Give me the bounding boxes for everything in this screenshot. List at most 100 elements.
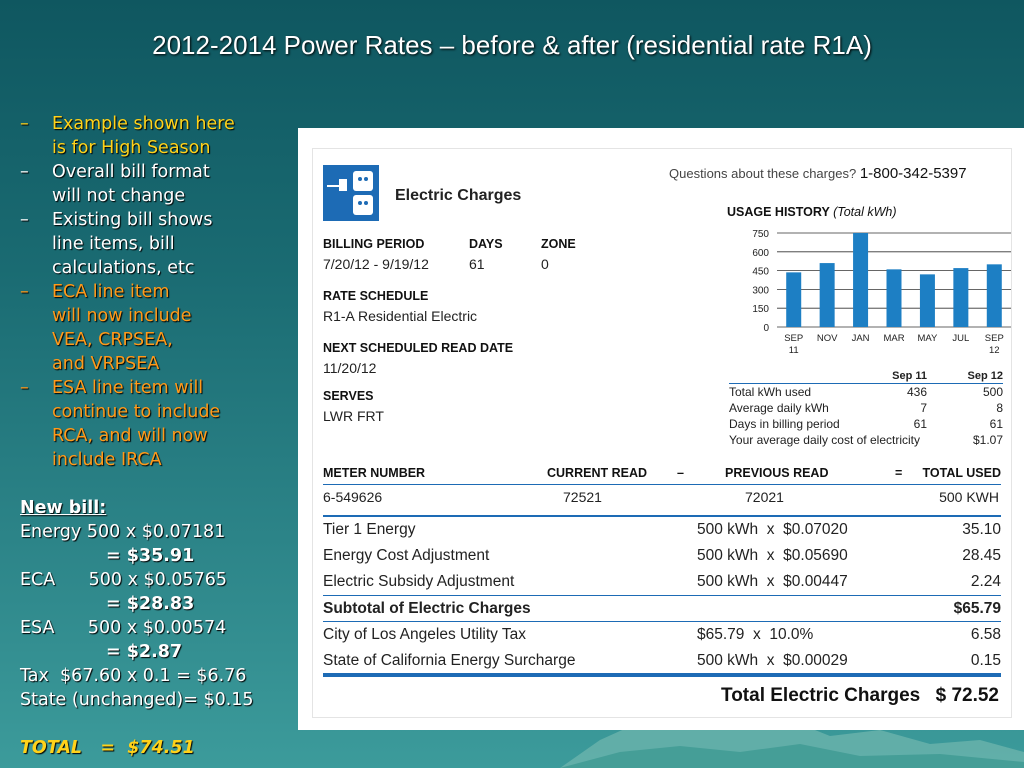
stats-cell-b: 500 <box>982 385 1003 399</box>
x-tick-label: 11 <box>789 345 799 356</box>
charge-line-item-rate: 500 kWh x $0.00447 <box>697 573 848 590</box>
charge-line-item-desc: Energy Cost Adjustment <box>323 547 490 564</box>
bullet-dash: – <box>20 378 29 398</box>
rate-schedule-value: R1-A Residential Electric <box>323 308 478 324</box>
tax-line-item-desc: State of California Energy Surcharge <box>323 652 576 669</box>
stats-col-sep11: Sep 11 <box>892 370 927 382</box>
new-bill-heading: New bill: <box>20 498 107 518</box>
x-tick-label: MAR <box>883 333 904 344</box>
charges-table: Tier 1 Energy 500 kWh x $0.07020 35.10 Ener… <box>323 515 1001 674</box>
x-tick-label: 12 <box>989 345 1000 356</box>
phone-number: 1-800-342-5397 <box>859 165 967 182</box>
subtotal-row-desc: Subtotal of Electric Charges <box>323 600 531 617</box>
total-used-header: TOTAL USED <box>922 466 1001 480</box>
bullet-line: Overall bill format <box>52 162 210 182</box>
total-used-value: 500 KWH <box>939 489 999 505</box>
stats-cell-label: Your average daily cost of electricity <box>729 433 920 447</box>
next-read-label: NEXT SCHEDULED READ DATE <box>323 341 514 355</box>
bullet-dash: – <box>20 114 29 134</box>
mountains-decoration <box>560 714 1024 768</box>
stats-cell-b: 8 <box>996 401 1003 415</box>
y-tick-label: 750 <box>752 229 769 240</box>
left-notes: – Example shown here is for High Season – Ov… <box>20 112 300 760</box>
bullet-line: will now include <box>52 306 192 326</box>
bullet-line: ECA line item <box>52 282 170 302</box>
previous-read-value: 72021 <box>745 489 784 505</box>
bullet-line: VEA, CRPSEA, <box>52 330 173 350</box>
rate-schedule-label: RATE SCHEDULE <box>323 289 429 303</box>
total-amount: $ 72.52 <box>935 685 999 706</box>
bill-image-frame: Electric Charges Questions about these c… <box>298 128 1024 730</box>
previous-read-header: PREVIOUS READ <box>725 466 829 480</box>
bullet-line: ESA line item will <box>52 378 204 398</box>
y-tick-label: 0 <box>763 323 769 334</box>
usage-title-text: USAGE HISTORY <box>727 205 830 219</box>
bullet-dash: – <box>20 282 29 302</box>
tax-line-item-rate: 500 kWh x $0.00029 <box>697 652 848 669</box>
usage-history-title: USAGE HISTORY (Total kWh) <box>727 205 897 219</box>
charge-line-item-rate: 500 kWh x $0.05690 <box>697 547 848 564</box>
subtotal-row-amount: $65.79 <box>953 600 1001 617</box>
usage-bar <box>853 233 869 327</box>
bullet-line: calculations, etc <box>52 258 195 278</box>
energy-line: Energy 500 x $0.07181 <box>20 522 226 542</box>
tax-line-item-rate: $65.79 x 10.0% <box>697 626 814 643</box>
stats-row: Average daily kWh 7 8 <box>729 400 1003 416</box>
questions-label: Questions about these charges? <box>669 166 857 181</box>
usage-subtitle-text: (Total kWh) <box>833 205 897 219</box>
charge-line-item-amount: 35.10 <box>962 521 1001 538</box>
stats-cell-label: Total kWh used <box>729 385 812 399</box>
esa-result: = $2.87 <box>106 642 183 662</box>
current-read-value: 72521 <box>563 489 602 505</box>
next-read-value: 11/20/12 <box>323 360 377 376</box>
esa-line: ESA 500 x $0.00574 <box>20 618 227 638</box>
bullet-line: Existing bill shows <box>52 210 213 230</box>
stats-row: Total kWh used 436 500 <box>729 384 1003 400</box>
x-tick-label: MAY <box>917 333 938 344</box>
charge-line-item: Energy Cost Adjustment 500 kWh x $0.05690… <box>323 543 1001 569</box>
questions-line: Questions about these charges? 1-800-342… <box>669 165 967 182</box>
stats-header-row: Sep 11 Sep 12 <box>729 370 1003 384</box>
meter-header-row: METER NUMBER CURRENT READ – PREVIOUS REA… <box>323 463 1001 485</box>
stats-row: Your average daily cost of electricity $1… <box>729 432 1003 448</box>
bullet-line: and VRPSEA <box>52 354 160 374</box>
serves-label: SERVES <box>323 389 374 403</box>
x-tick-label: SEP <box>985 333 1004 344</box>
x-tick-label: JAN <box>852 333 870 344</box>
minus-sign: – <box>677 466 684 480</box>
tax-line-item: City of Los Angeles Utility Tax $65.79 x … <box>323 622 1001 648</box>
charge-line-item-desc: Tier 1 Energy <box>323 521 416 538</box>
stats-row: Days in billing period 61 61 <box>729 416 1003 432</box>
charge-line-item-amount: 28.45 <box>962 547 1001 564</box>
subtotal-row: Subtotal of Electric Charges $65.79 <box>323 595 1001 622</box>
x-tick-label: SEP <box>784 333 803 344</box>
total-label: Total Electric Charges <box>721 685 921 706</box>
stats-cell-label: Average daily kWh <box>729 401 829 415</box>
tax-line-item: State of California Energy Surcharge 500 … <box>323 648 1001 674</box>
bullet-dash: – <box>20 210 29 230</box>
tax-line: Tax $67.60 x 0.1 = $6.76 <box>20 666 247 686</box>
usage-bar <box>786 272 802 327</box>
usage-bar <box>986 264 1002 327</box>
bullet-line: is for High Season <box>52 138 211 158</box>
charge-line-item-amount: 2.24 <box>970 573 1001 590</box>
total-line: TOTAL = $74.51 <box>20 738 195 758</box>
charge-line-item: Tier 1 Energy 500 kWh x $0.07020 35.10 <box>323 517 1001 543</box>
stats-cell-b: 61 <box>989 417 1003 431</box>
x-tick-label: JUL <box>952 333 969 344</box>
usage-bar <box>886 269 902 327</box>
zone-label: ZONE <box>541 237 576 251</box>
current-read-header: CURRENT READ <box>547 466 647 480</box>
charge-line-item-rate: 500 kWh x $0.07020 <box>697 521 848 538</box>
usage-stats-table: Sep 11 Sep 12 Total kWh used 436 500 Averag… <box>729 370 1003 448</box>
eca-line: ECA 500 x $0.05765 <box>20 570 228 590</box>
billing-period-label: BILLING PERIOD <box>323 237 425 251</box>
bullet-line: Example shown here <box>52 114 235 134</box>
meter-number-value: 6-549626 <box>323 489 383 505</box>
days-value: 61 <box>469 256 485 272</box>
x-tick-label: NOV <box>817 333 838 344</box>
usage-bar <box>953 268 969 327</box>
stats-cell-a: 436 <box>906 385 927 399</box>
tax-line-item-desc: City of Los Angeles Utility Tax <box>323 626 527 643</box>
eca-result: = $28.83 <box>106 594 195 614</box>
